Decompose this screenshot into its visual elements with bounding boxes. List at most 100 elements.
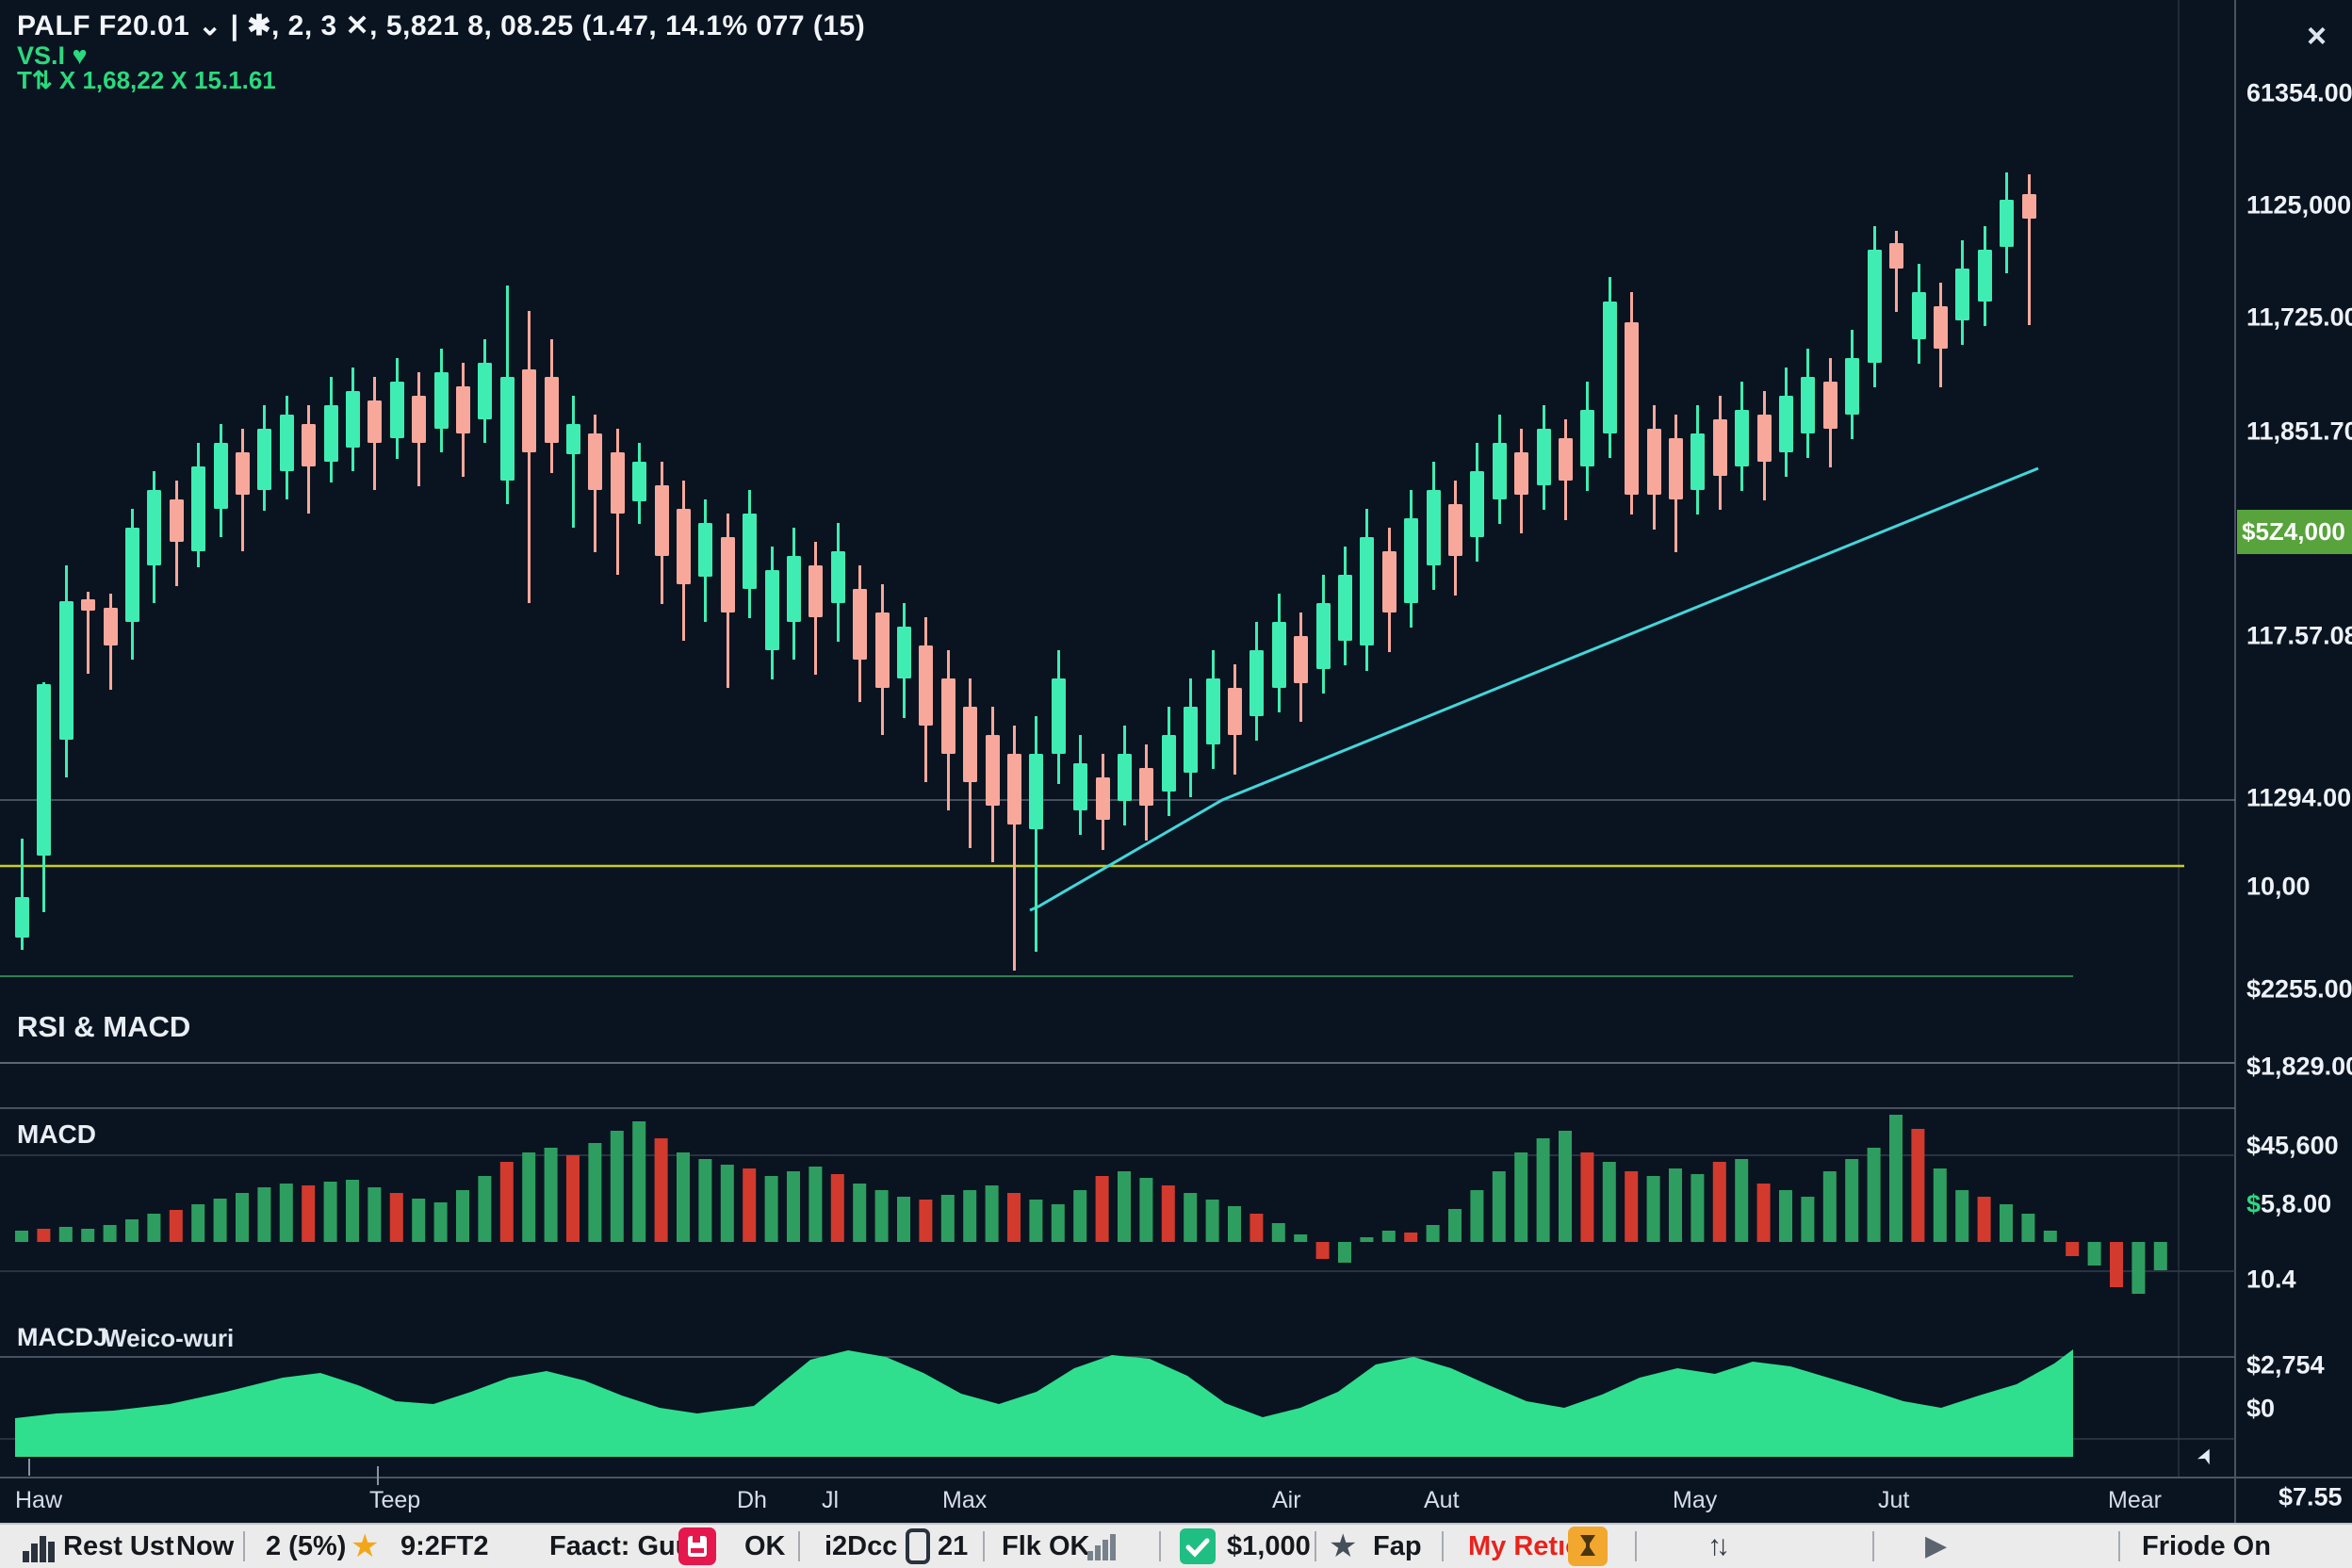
candle-body <box>1955 269 1969 320</box>
macd-bar <box>787 1171 800 1242</box>
candle-body <box>170 499 184 542</box>
candle-body <box>368 400 382 443</box>
hourglass-icon[interactable] <box>1568 1525 1608 1568</box>
macd-bar <box>1559 1131 1572 1242</box>
macd-bar <box>478 1176 492 1242</box>
play-icon[interactable]: ▶ <box>1925 1530 1948 1561</box>
checkbox-icon[interactable] <box>1180 1525 1216 1568</box>
candle-body <box>1162 735 1176 792</box>
toolbar-button-flk-ok[interactable]: Flk OK <box>1002 1531 1090 1561</box>
candle-body <box>1559 438 1573 481</box>
candle-body <box>412 396 426 443</box>
macd-bar <box>874 1190 889 1242</box>
candle-body <box>1493 443 1507 499</box>
candle-body <box>1801 377 1815 433</box>
macd-bar <box>368 1187 382 1242</box>
macd-bar <box>610 1131 624 1242</box>
phone-icon[interactable] <box>905 1525 931 1568</box>
toolbar-button-faact-guu[interactable]: Faact: Guu <box>549 1531 693 1561</box>
toolbar-button--1-000[interactable]: $1,000 <box>1227 1531 1311 1561</box>
candle-body <box>1779 396 1793 452</box>
macd-bar <box>1250 1214 1264 1242</box>
close-icon[interactable]: × <box>2307 16 2328 55</box>
candle-body <box>1690 433 1705 490</box>
candle-body <box>1868 250 1882 363</box>
candle-body <box>324 405 338 462</box>
toolbar-separator <box>983 1531 985 1561</box>
candle-body <box>611 452 625 514</box>
signal-bars-icon[interactable] <box>1086 1525 1118 1568</box>
candle-body <box>1338 575 1352 641</box>
candle-body <box>1978 250 1992 302</box>
toolbar-button-21[interactable]: 21 <box>938 1531 969 1561</box>
chart-bars-icon[interactable] <box>21 1525 58 1568</box>
candle-body <box>787 556 801 622</box>
sort-arrows-icon[interactable]: ↑↓ <box>1707 1530 1730 1561</box>
price-axis-label: 1125,000 <box>2246 190 2352 220</box>
macdj-area <box>15 1349 2073 1457</box>
macd-bar <box>1404 1233 1418 1242</box>
candle-body <box>1448 504 1462 556</box>
candle-body <box>1206 678 1220 744</box>
macd-bar <box>169 1210 183 1242</box>
time-axis-label: Max <box>942 1487 988 1513</box>
candle-body <box>1470 471 1484 537</box>
toolbar-button-now[interactable]: Now <box>176 1531 235 1561</box>
favorite-star-icon[interactable]: ★ <box>351 1528 380 1564</box>
toolbar-button-2-5-[interactable]: 2 (5%) <box>266 1531 347 1561</box>
macd-bar <box>2087 1242 2101 1266</box>
candle-body <box>522 369 536 452</box>
macd-bar <box>985 1185 999 1242</box>
macd-bar <box>720 1165 734 1242</box>
candle-body <box>1272 622 1286 688</box>
symbol-header: PALF F20.01 ⌄ | ✱, 2, 3 ✕, 5,821 8, 08.2… <box>17 10 866 41</box>
star-icon[interactable]: ★ <box>1329 1528 1358 1564</box>
toolbar-button-rest-ust[interactable]: Rest Ust <box>63 1531 174 1561</box>
candle-body <box>1603 302 1617 433</box>
candle-body <box>1294 636 1308 683</box>
time-axis-label: Jl <box>822 1487 840 1513</box>
candle-body <box>1889 243 1903 269</box>
macd-bar <box>1381 1231 1396 1242</box>
save-icon[interactable] <box>678 1525 716 1568</box>
macd-bar <box>257 1187 271 1242</box>
macd-bar <box>1029 1200 1043 1242</box>
candle-body <box>1228 688 1242 735</box>
macd-bar <box>2043 1231 2057 1242</box>
toolbar-button-fap[interactable]: Fap <box>1373 1531 1422 1561</box>
macd-bar <box>302 1185 316 1242</box>
macd-bar <box>632 1121 646 1242</box>
candle-body <box>765 570 779 650</box>
toolbar-separator <box>1872 1531 1874 1561</box>
toolbar-button-9-2ft2[interactable]: 9:2FT2 <box>400 1531 489 1561</box>
toolbar-separator <box>1315 1531 1316 1561</box>
macd-bar <box>1338 1242 1351 1263</box>
candle-body <box>1934 306 1948 349</box>
macd-bar <box>2021 1214 2035 1242</box>
candle-body <box>1537 429 1551 485</box>
macd-bar <box>1933 1168 1947 1242</box>
macd-bar <box>1205 1200 1219 1242</box>
macd-bar <box>1161 1185 1175 1242</box>
macd-bar <box>1646 1176 1660 1242</box>
macd-bar <box>191 1204 205 1242</box>
macd-bar <box>677 1152 690 1242</box>
macd-bar <box>830 1174 844 1242</box>
price-axis-label: 117.57.08 <box>2246 621 2352 650</box>
macd-bar <box>919 1200 933 1242</box>
macd-bar <box>236 1193 249 1242</box>
macd-bar <box>1271 1223 1285 1242</box>
candle-body <box>1669 438 1683 499</box>
macd-bar <box>544 1148 558 1242</box>
time-axis-label: Jut <box>1878 1487 1910 1513</box>
candle-body <box>1139 768 1153 806</box>
macd-bar <box>1007 1193 1021 1242</box>
toolbar-button-ok[interactable]: OK <box>744 1531 786 1561</box>
toolbar-button-i2dcc[interactable]: i2Dcc <box>825 1531 898 1561</box>
candle-body <box>346 391 360 448</box>
toolbar-button-friode-on[interactable]: Friode On <box>2142 1531 2271 1561</box>
macd-bar <box>15 1231 28 1242</box>
price-axis-label: 11294.00 <box>2246 783 2352 812</box>
macd-bar <box>213 1199 227 1242</box>
